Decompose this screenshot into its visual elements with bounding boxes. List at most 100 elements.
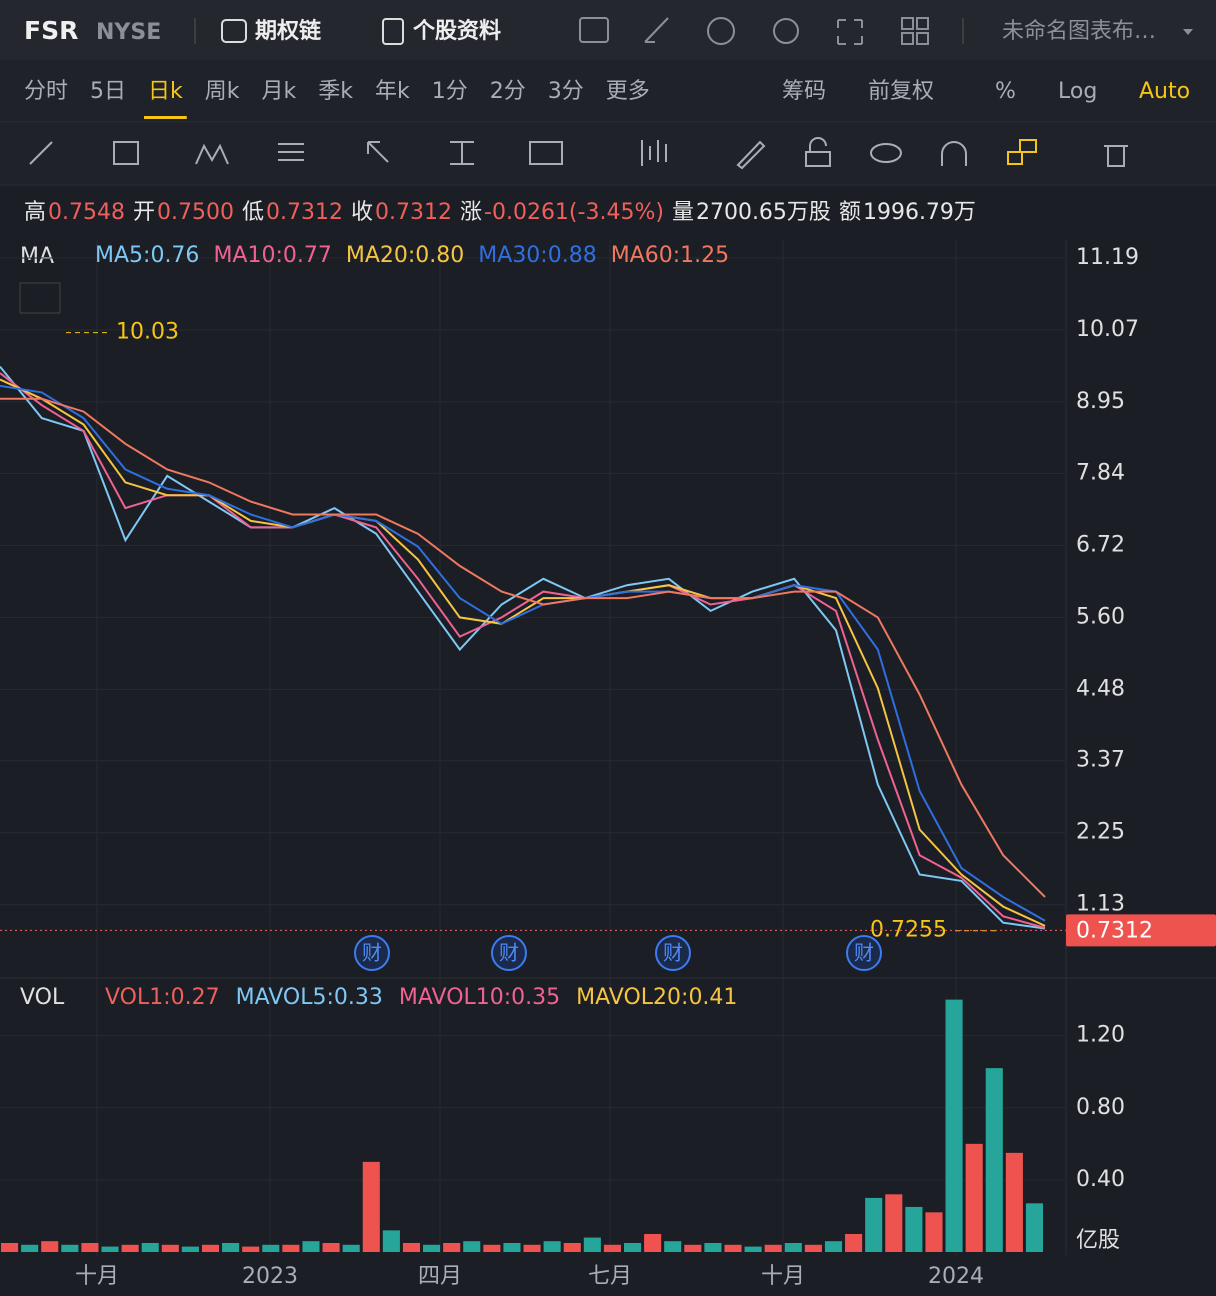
quote-label: 开 xyxy=(133,200,155,225)
period-tab[interactable]: 季k xyxy=(318,79,353,104)
event-marker[interactable] xyxy=(491,935,527,971)
volume-bar xyxy=(905,1206,923,1252)
y-tick-label: 3.37 xyxy=(1076,748,1125,773)
toolbar-icons[interactable] xyxy=(579,17,929,45)
unit-label: 亿股 xyxy=(1076,1228,1120,1253)
quote-value: 0.7548 xyxy=(48,200,125,225)
x-tick-label: 十月 xyxy=(761,1264,805,1289)
quote-label: 收 xyxy=(351,200,373,225)
x-tick-label: 2024 xyxy=(928,1264,984,1289)
volume-bar xyxy=(483,1244,501,1252)
y-tick-label: 10.07 xyxy=(1076,317,1139,342)
volume-bar xyxy=(1,1242,19,1252)
min-label: 0.7255 xyxy=(870,918,947,943)
volume-bar xyxy=(583,1237,601,1252)
volume-bar xyxy=(885,1194,903,1252)
period-tab[interactable]: 5日 xyxy=(90,79,126,104)
event-marker[interactable] xyxy=(846,935,882,971)
chart-option[interactable]: 筹码 xyxy=(782,79,826,104)
volume-bar xyxy=(282,1244,300,1252)
collapse-button[interactable] xyxy=(19,282,61,314)
period-tab[interactable]: 年k xyxy=(375,79,410,104)
event-label: 财 xyxy=(499,941,519,965)
volume-bar xyxy=(503,1242,521,1252)
volume-bar xyxy=(402,1242,421,1252)
legend-entry: MAVOL5:0.33 xyxy=(236,985,383,1010)
chart-option[interactable]: % xyxy=(995,79,1016,104)
period-tab[interactable]: 1分 xyxy=(432,79,468,104)
vol-indicator[interactable]: VOL xyxy=(20,985,65,1010)
volume-bar xyxy=(965,1143,983,1252)
volume-bar xyxy=(824,1241,843,1252)
volume-bar xyxy=(985,1068,1003,1252)
x-tick-label: 2023 xyxy=(242,1264,298,1289)
period-tab[interactable]: 日k xyxy=(148,79,183,104)
volume-bar xyxy=(463,1241,481,1252)
quote-label: 高 xyxy=(24,200,46,225)
icon xyxy=(221,19,247,43)
legend-entry: MA20:0.80 xyxy=(346,243,464,268)
y-tick-label: 11.19 xyxy=(1076,245,1139,270)
active-underline xyxy=(144,116,187,119)
options-chain[interactable]: 期权链 xyxy=(255,18,321,44)
volume-bar xyxy=(945,999,963,1252)
legend-entry: MA5:0.76 xyxy=(95,243,199,268)
ma-indicator[interactable]: MA xyxy=(20,244,54,269)
legend-entry: MA60:1.25 xyxy=(611,243,729,268)
period-tab[interactable]: 月k xyxy=(262,79,297,104)
ma-line xyxy=(0,397,1046,898)
y-tick-label: 7.84 xyxy=(1076,460,1125,485)
max-label: 10.03 xyxy=(116,320,179,345)
icon xyxy=(382,18,404,45)
volume-bar xyxy=(342,1244,360,1252)
volume-bar xyxy=(684,1244,702,1252)
x-tick-label: 七月 xyxy=(588,1264,632,1289)
volume-bar xyxy=(563,1242,581,1252)
quote-label: 低 xyxy=(242,200,264,225)
period-tab[interactable]: 周k xyxy=(205,79,240,104)
layout-name[interactable]: 未命名图表布… xyxy=(1002,19,1156,44)
legend-entry: VOL1:0.27 xyxy=(105,985,220,1010)
period-tab[interactable]: 3分 xyxy=(548,79,584,104)
y-tick-label: 0.40 xyxy=(1076,1167,1125,1192)
quote-value: -0.0261(-3.45%) xyxy=(484,200,664,225)
period-tab[interactable]: 分时 xyxy=(24,79,68,104)
y-tick-label: 2.25 xyxy=(1076,820,1125,845)
quote-value: 0.7500 xyxy=(157,200,234,225)
volume-bar xyxy=(101,1246,119,1252)
last-price-box xyxy=(1066,914,1216,947)
volume-bar xyxy=(623,1242,642,1252)
period-tab[interactable]: 2分 xyxy=(490,79,526,104)
legend-entry: MAVOL20:0.41 xyxy=(576,985,737,1010)
chart-option[interactable]: 前复权 xyxy=(868,79,934,104)
symbol[interactable]: FSR xyxy=(24,16,78,45)
quote-value: 2700.65万股 xyxy=(696,200,831,225)
volume-bar xyxy=(382,1230,400,1252)
period-tab[interactable]: 更多 xyxy=(606,79,650,104)
quote-label: 量 xyxy=(672,200,694,225)
volume-bar xyxy=(1005,1152,1023,1252)
volume-bar xyxy=(181,1246,199,1252)
volume-bar xyxy=(925,1212,943,1252)
chart-option[interactable]: Log xyxy=(1058,79,1097,104)
chart-option[interactable]: Auto xyxy=(1139,79,1190,104)
event-marker[interactable] xyxy=(354,935,390,971)
ma-line xyxy=(0,384,1046,922)
y-tick-label: 6.72 xyxy=(1076,532,1125,557)
volume-bar xyxy=(603,1244,621,1252)
volume-bar xyxy=(784,1242,802,1252)
volume-bar xyxy=(262,1244,280,1252)
volume-bar xyxy=(322,1242,340,1252)
volume-bar xyxy=(724,1244,742,1252)
quote-value: 0.7312 xyxy=(266,200,343,225)
volume-bar xyxy=(744,1246,762,1252)
x-tick-label: 四月 xyxy=(418,1264,462,1289)
volume-bar xyxy=(61,1244,79,1252)
volume-bar xyxy=(804,1244,822,1252)
volume-bar xyxy=(242,1246,260,1252)
drawing-tools[interactable] xyxy=(29,137,1128,170)
profile[interactable]: 个股资料 xyxy=(413,19,501,44)
event-marker[interactable] xyxy=(655,935,691,971)
